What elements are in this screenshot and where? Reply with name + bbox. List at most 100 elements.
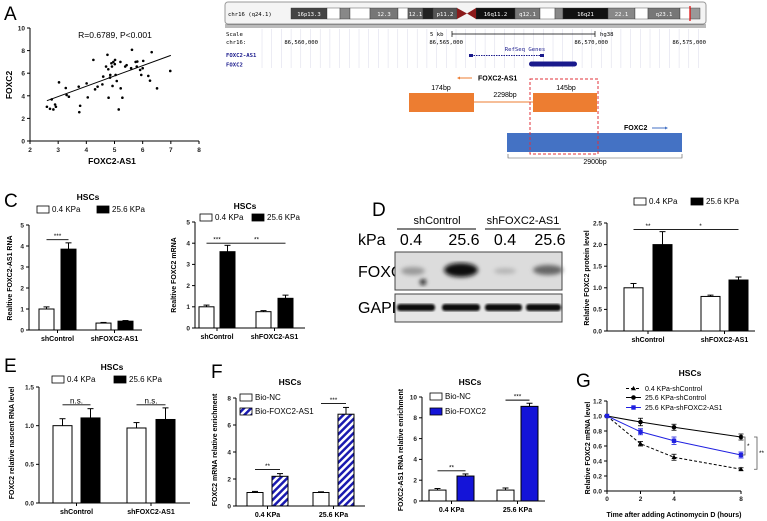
chart-title: HSCs <box>459 377 482 387</box>
scatter-point <box>48 107 52 111</box>
track-label-foxc2-as1[interactable]: FOXC2-AS1 <box>226 53 257 59</box>
significance-label: * <box>747 443 750 450</box>
chromosome-band <box>326 7 341 20</box>
chart-title: HSCs <box>279 377 302 387</box>
bar <box>38 308 55 331</box>
data-point <box>638 429 643 434</box>
category-label: shControl <box>631 337 664 344</box>
unit-label: kPa <box>358 232 386 249</box>
legend-label: 0.4 KPa <box>67 375 96 384</box>
sense-label: FOXC2 <box>624 125 647 132</box>
y-tick-label: 0 <box>21 139 25 146</box>
scatter-point <box>115 79 119 83</box>
chromosome-band <box>397 7 409 20</box>
significance-label: ** <box>645 223 651 230</box>
bar <box>520 405 539 502</box>
band-label: p11.2 <box>437 12 454 18</box>
scatter-point <box>67 95 71 99</box>
y-tick-label: 4 <box>413 457 417 464</box>
y-axis-label: FOXC2-AS1 RNA relative enrichment <box>398 388 405 511</box>
y-tick-label: 10 <box>18 26 26 33</box>
y-tick-label: 1.0 <box>593 285 602 292</box>
legend-swatch <box>690 197 704 206</box>
legend-label: 25.6 KPa-shFOXC2-AS1 <box>645 405 723 412</box>
foxc2-bands <box>401 263 563 285</box>
legend-swatch <box>251 213 265 222</box>
scatter-point <box>155 87 159 90</box>
y-tick-label: 2 <box>20 285 24 292</box>
legend-swatch <box>239 393 253 402</box>
chromosome-band <box>554 7 564 20</box>
arrow-head <box>665 126 668 130</box>
data-point <box>738 466 744 472</box>
overlap-region-box <box>529 78 599 155</box>
panel-label-d: D <box>372 200 386 221</box>
lane-label: 25.6 <box>448 232 479 249</box>
significance-label: n.s. <box>145 396 158 405</box>
legend-swatch <box>199 213 213 222</box>
scatter-point <box>77 85 81 88</box>
panel-label-c: C <box>4 191 18 212</box>
legend-swatch <box>633 197 647 206</box>
scatter-point <box>108 73 112 77</box>
bar <box>155 418 176 504</box>
y-tick-label: 1.2 <box>593 398 602 405</box>
chromosome-label: chr16 (q24.1) <box>228 12 272 18</box>
y-tick-label: 0 <box>227 503 231 510</box>
legend-label: 0.4 KPa-shControl <box>645 386 703 393</box>
bar <box>428 489 447 502</box>
track-label-foxc2[interactable]: FOXC2 <box>226 63 243 69</box>
legend-marker <box>631 385 636 391</box>
regression-line <box>46 54 172 102</box>
scatter-point <box>77 110 81 114</box>
chromosome-band <box>339 7 351 20</box>
position-label: 86,575,000 <box>672 40 706 46</box>
significance-label: ** <box>759 450 765 457</box>
panel-label-a: A <box>4 4 17 25</box>
y-tick-label: 0.5 <box>593 307 602 314</box>
foxc2-transcript[interactable] <box>529 61 577 67</box>
x-tick-label: 0 <box>605 496 609 503</box>
scatter-point <box>112 60 115 64</box>
legend-swatch <box>96 205 110 214</box>
chromosome-ideogram: 16p13.3 12.3 12.1 p11.2 16q11.2 q12.1 16q21 22.… <box>290 6 701 21</box>
scatter-point <box>101 75 105 78</box>
scatter-point <box>101 83 104 86</box>
x-tick-label: 2 <box>28 147 32 154</box>
legend-swatch <box>429 407 443 416</box>
bar <box>496 489 515 502</box>
bar <box>52 425 73 504</box>
chromosome-band <box>422 7 434 20</box>
y-tick-label: 0.8 <box>593 428 602 435</box>
lane-label: 0.4 <box>400 232 422 249</box>
legend-label: Bio-NC <box>255 393 281 402</box>
bar <box>198 306 215 329</box>
panel-label-f: F <box>211 362 223 383</box>
y-tick-label: 0 <box>413 498 417 505</box>
category-label: 25.6 KPa <box>319 512 348 519</box>
scatter-point <box>57 81 61 84</box>
antisense-exon-1 <box>409 93 474 112</box>
band-label: q23.1 <box>656 12 673 18</box>
position-label: 86,570,000 <box>574 40 608 46</box>
scatter-point <box>113 58 117 62</box>
length-bracket <box>507 154 683 159</box>
bar <box>95 322 112 331</box>
lane-label: 0.4 <box>494 232 516 249</box>
chromosome-band <box>539 7 556 20</box>
exon2-length: 145bp <box>556 85 576 92</box>
data-point <box>671 438 677 443</box>
y-axis-label: Realtive FOXC2 mRNA <box>171 237 178 312</box>
bar <box>337 413 355 507</box>
assembly-label: hg38 <box>600 32 614 38</box>
y-tick-label: 8 <box>413 415 417 422</box>
y-tick-label: 2 <box>21 116 25 123</box>
scatter-point <box>86 96 90 99</box>
scatter-point <box>85 82 88 85</box>
band-label: 16q11.2 <box>484 12 508 18</box>
y-tick-label: 5 <box>20 222 24 229</box>
y-axis-label: Relative FOXC2 protein level <box>584 230 591 325</box>
y-tick-label: 3 <box>186 262 190 269</box>
y-tick-label: 0.2 <box>593 473 602 480</box>
y-tick-label: 2 <box>186 283 190 290</box>
